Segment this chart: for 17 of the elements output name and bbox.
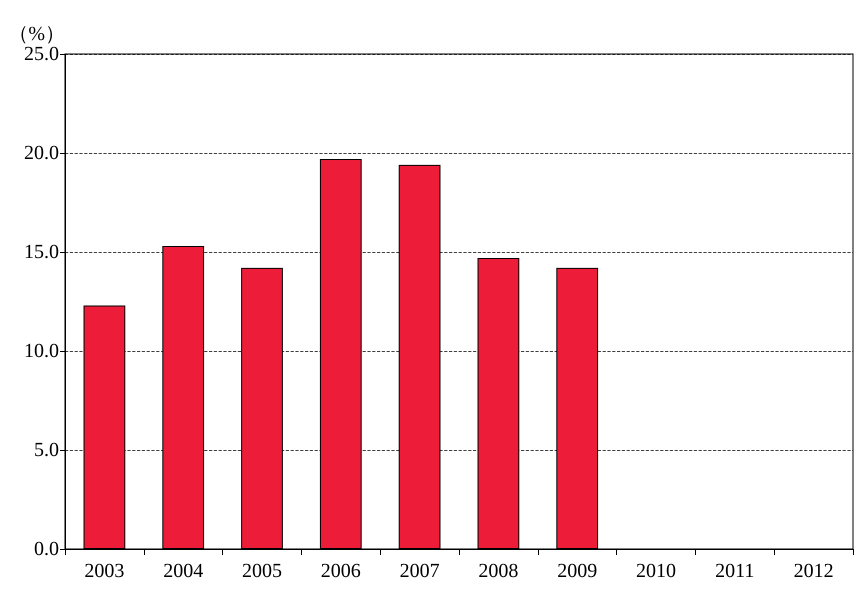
y-tick-label: 5.0 (34, 439, 59, 461)
y-tick-label: 15.0 (24, 241, 59, 263)
x-tick-label: 2008 (478, 560, 518, 582)
y-tick-label: 10.0 (24, 340, 59, 362)
y-tick-label: 0.0 (34, 538, 59, 560)
y-tick-label: 25.0 (24, 43, 59, 65)
x-tick-label: 2011 (715, 560, 754, 582)
y-tick-label: 20.0 (24, 142, 59, 164)
y-axis-title: （%） (8, 23, 65, 45)
x-tick-label: 2004 (163, 560, 204, 582)
x-tick-label: 2009 (557, 560, 598, 582)
x-tick-label: 2006 (320, 560, 361, 582)
x-tick-label: 2007 (400, 560, 440, 582)
x-tick-label: 2012 (794, 560, 834, 582)
x-tick-label: 2003 (84, 560, 124, 582)
x-tick-label: 2005 (242, 560, 282, 582)
x-tick-label: 2010 (636, 560, 676, 582)
